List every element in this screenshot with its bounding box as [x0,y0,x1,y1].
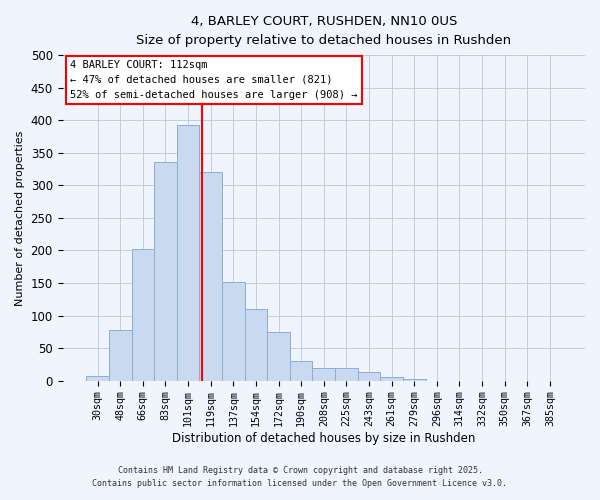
X-axis label: Distribution of detached houses by size in Rushden: Distribution of detached houses by size … [172,432,475,445]
Bar [245,309,267,380]
Bar [290,361,313,380]
Bar [267,332,290,380]
Bar [131,249,154,380]
Text: 4 BARLEY COURT: 112sqm
← 47% of detached houses are smaller (821)
52% of semi-de: 4 BARLEY COURT: 112sqm ← 47% of detached… [70,60,358,100]
Bar [313,368,335,380]
Bar [358,372,380,380]
Bar [199,172,222,380]
Text: Contains HM Land Registry data © Crown copyright and database right 2025.
Contai: Contains HM Land Registry data © Crown c… [92,466,508,487]
Title: 4, BARLEY COURT, RUSHDEN, NN10 0US
Size of property relative to detached houses : 4, BARLEY COURT, RUSHDEN, NN10 0US Size … [136,15,511,47]
Bar [177,126,199,380]
Bar [380,378,403,380]
Bar [86,376,109,380]
Y-axis label: Number of detached properties: Number of detached properties [15,130,25,306]
Bar [154,162,177,380]
Bar [109,330,131,380]
Bar [335,368,358,380]
Bar [222,282,245,380]
